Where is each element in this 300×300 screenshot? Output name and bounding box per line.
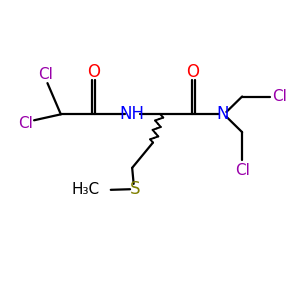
Text: N: N [217, 105, 229, 123]
Text: Cl: Cl [272, 89, 287, 104]
Text: Cl: Cl [38, 67, 53, 82]
Text: O: O [187, 63, 200, 81]
Text: NH: NH [120, 105, 145, 123]
Text: H₃C: H₃C [72, 182, 100, 197]
Text: S: S [130, 180, 140, 198]
Text: Cl: Cl [235, 163, 250, 178]
Text: O: O [87, 63, 100, 81]
Text: Cl: Cl [18, 116, 33, 131]
